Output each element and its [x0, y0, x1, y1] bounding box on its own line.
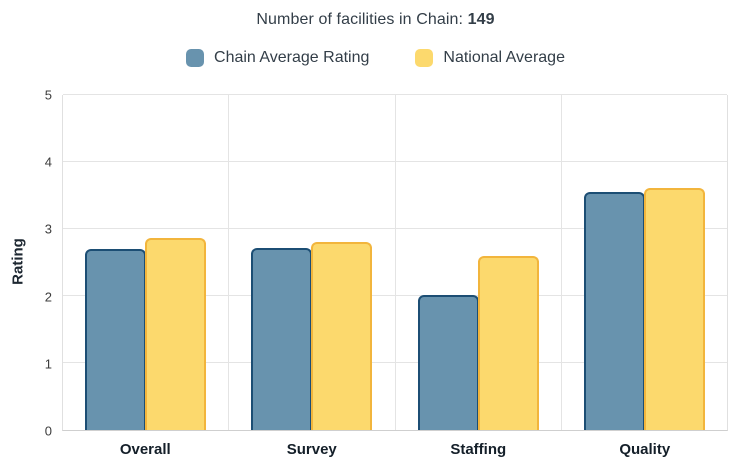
bar-chain-average-rating-survey	[251, 247, 313, 430]
x-axis-label-overall: Overall	[119, 441, 171, 458]
plot-area	[62, 94, 728, 431]
y-tick-label-2: 2	[44, 289, 52, 305]
legend-label-national-average: National Average	[443, 49, 565, 66]
y-tick-label-0: 0	[44, 423, 52, 439]
category-group-survey	[229, 95, 396, 430]
bar-national-average-staffing	[477, 256, 539, 430]
y-tick-label-5: 5	[44, 87, 52, 103]
bar-national-average-quality	[643, 188, 705, 430]
category-group-staffing	[396, 95, 562, 430]
gridline-y-5	[63, 94, 727, 95]
legend-item-national-average[interactable]: National Average	[415, 49, 565, 67]
facility-count: 149	[467, 11, 495, 28]
y-tick-label-4: 4	[44, 154, 52, 170]
x-axis-label-quality: Quality	[619, 441, 671, 458]
bar-chain-average-rating-overall	[85, 249, 147, 430]
legend: Chain Average Rating National Average	[0, 49, 751, 67]
category-group-quality	[562, 95, 727, 430]
y-tick-label-3: 3	[44, 221, 52, 237]
y-axis-ticks: 0 1 2 3 4 5	[0, 89, 52, 438]
bar-national-average-survey	[311, 242, 373, 430]
bar-chain-average-rating-staffing	[417, 295, 479, 430]
chain-average-swatch-icon	[186, 49, 205, 67]
bar-chain-average-rating-quality	[583, 192, 645, 430]
chart-title: Number of facilities in Chain: 149	[0, 11, 751, 29]
x-axis-label-survey: Survey	[286, 441, 337, 458]
bar-groups	[63, 95, 727, 430]
national-average-swatch-icon	[415, 49, 434, 67]
x-axis-labels: Overall Survey Staffing Quality	[62, 441, 728, 458]
legend-item-chain-average[interactable]: Chain Average Rating	[186, 49, 369, 67]
bar-national-average-overall	[145, 237, 207, 430]
category-group-overall	[63, 95, 230, 430]
legend-label-chain-average: Chain Average Rating	[214, 49, 370, 66]
chart-title-text: Number of facilities in Chain:	[256, 11, 468, 28]
y-tick-label-1: 1	[44, 356, 52, 372]
x-axis-label-staffing: Staffing	[450, 441, 507, 458]
